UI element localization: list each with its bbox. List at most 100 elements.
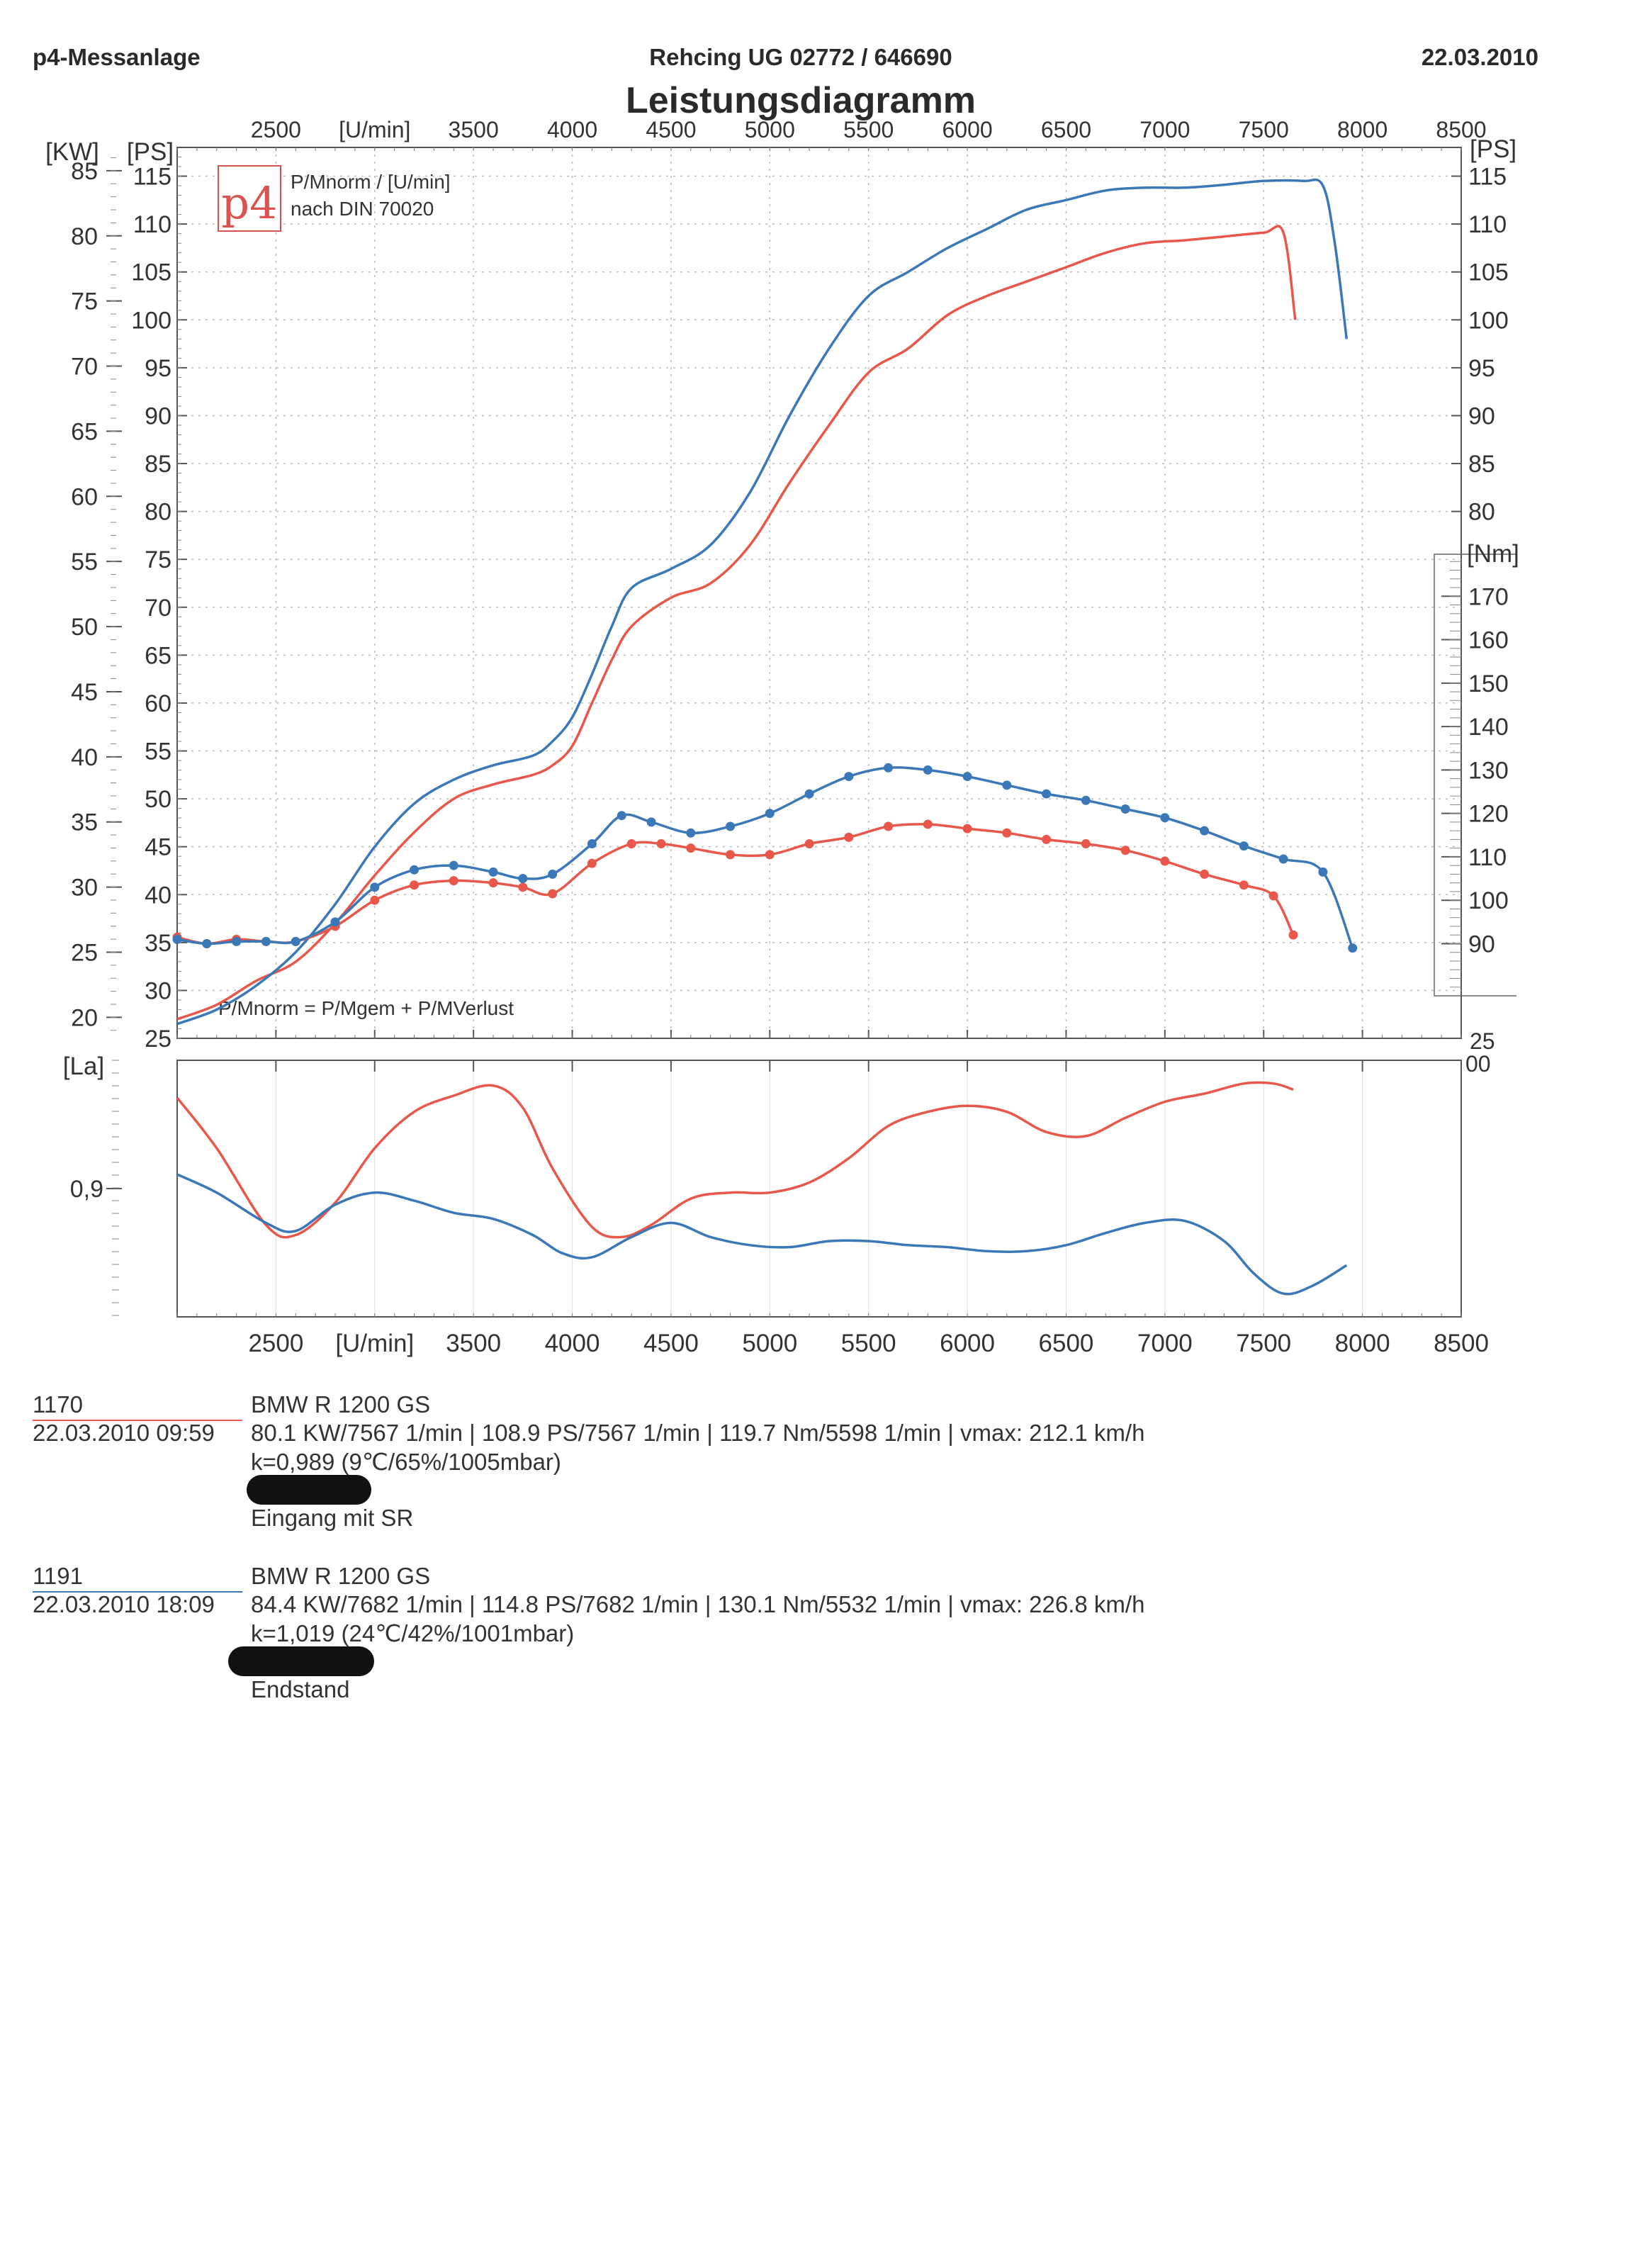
kw-tick-label: 20	[71, 1004, 98, 1031]
torque-data-point	[923, 819, 933, 829]
torque-tick-label: 120	[1468, 801, 1509, 828]
run-color-line	[33, 1591, 242, 1593]
torque-data-point	[804, 839, 814, 849]
kw-tick-label: 25	[71, 939, 98, 966]
ps-tick-label-left: 35	[145, 930, 171, 957]
torque-data-point	[518, 874, 528, 884]
ps-tick-label-left: 25	[145, 1026, 171, 1052]
torque-data-point	[1200, 869, 1210, 879]
redaction-mark	[247, 1475, 371, 1505]
kw-tick-label: 50	[71, 614, 98, 641]
ps-tick-label-left: 95	[145, 355, 171, 382]
ps-tick-label-left: 55	[145, 739, 171, 765]
torque-data-point	[1318, 867, 1328, 877]
ps-tick-label-right: 100	[1468, 307, 1509, 334]
run-note: Endstand	[251, 1676, 350, 1702]
x-tick-label-bottom: 4000	[545, 1330, 600, 1357]
torque-data-point	[1239, 841, 1249, 851]
torque-data-point	[765, 850, 775, 860]
torque-tick-label: 140	[1468, 714, 1509, 741]
torque-data-point	[449, 876, 458, 886]
x-tick-label-bottom: [U/min]	[335, 1330, 414, 1357]
ps-tick-label-left: 65	[145, 642, 171, 669]
run-values: 80.1 KW/7567 1/min | 108.9 PS/7567 1/min…	[251, 1420, 1145, 1446]
run-color-line	[33, 1420, 242, 1421]
torque-data-point	[370, 895, 380, 905]
measurement-system-label: p4-Messanlage	[33, 44, 201, 70]
torque-data-point	[587, 858, 597, 868]
x-tick-label-bottom: 6000	[940, 1330, 995, 1357]
kw-axis-label: [KW]	[45, 138, 99, 166]
torque-data-point	[884, 821, 894, 831]
torque-data-point	[232, 936, 242, 946]
torque-data-point	[1002, 780, 1012, 790]
x-tick-label-bottom: 7500	[1236, 1330, 1291, 1357]
ps-axis-label-left: [PS]	[127, 138, 174, 166]
customer-label: Rehcing UG 02772 / 646690	[649, 44, 952, 70]
torque-data-point	[587, 839, 597, 849]
torque-data-point	[1120, 846, 1130, 855]
torque-data-point	[410, 880, 420, 890]
torque-data-point	[686, 828, 696, 838]
torque-tick-label: 170	[1468, 583, 1509, 610]
torque-data-point	[548, 869, 558, 879]
kw-tick-label: 40	[71, 744, 98, 771]
torque-data-point	[844, 832, 854, 842]
x-tick-label-top: 5500	[843, 117, 894, 142]
power-curve-line	[176, 225, 1297, 1021]
x-tick-label-top: 7000	[1139, 117, 1190, 142]
ps-tick-label-right: 95	[1468, 355, 1495, 382]
ps-tick-label-left: 70	[145, 595, 171, 622]
torque-data-point	[370, 882, 380, 892]
redaction-mark	[228, 1646, 374, 1676]
torque-data-point	[172, 934, 182, 944]
x-tick-label-bottom: 5000	[742, 1330, 797, 1357]
x-tick-label-top: 7500	[1239, 117, 1289, 142]
torque-data-point	[1278, 854, 1288, 864]
run-correction: k=1,019 (24℃/42%/1001mbar)	[251, 1620, 575, 1646]
kw-tick-label: 65	[71, 418, 98, 445]
ps-tick-label-left: 45	[145, 834, 171, 861]
ps-tick-label-left: 90	[145, 403, 171, 430]
lambda-axis-label: [La]	[63, 1052, 104, 1080]
ps-tick-label-left: 105	[131, 259, 171, 286]
formula-label: P/Mnorm = P/Mgem + P/MVerlust	[218, 997, 514, 1019]
torque-data-point	[261, 936, 271, 946]
torque-data-point	[646, 817, 656, 827]
run-id: 1191	[33, 1563, 83, 1589]
torque-data-point	[1081, 795, 1091, 805]
run-id: 1170	[33, 1391, 83, 1418]
x-tick-label-bottom: 8500	[1434, 1330, 1489, 1357]
torque-curve-line	[176, 766, 1354, 949]
kw-tick-label: 45	[71, 679, 98, 706]
torque-data-point	[1042, 834, 1052, 844]
torque-data-point	[1002, 828, 1012, 838]
kw-tick-label: 30	[71, 875, 98, 902]
torque-data-point	[1268, 891, 1278, 901]
run-note: Eingang mit SR	[251, 1505, 414, 1531]
torque-data-point	[202, 938, 212, 948]
torque-data-point	[1160, 856, 1170, 866]
x-tick-label-top: [U/min]	[339, 117, 410, 142]
bottom-right-label: 00	[1465, 1051, 1491, 1077]
ps-tick-label-left: 110	[133, 211, 171, 238]
ps-tick-label-right: 105	[1468, 259, 1509, 286]
kw-tick-label: 80	[71, 223, 98, 250]
torque-data-point	[626, 839, 636, 849]
x-tick-label-bottom: 6500	[1039, 1330, 1094, 1357]
torque-data-point	[844, 772, 854, 782]
ps-tick-label-left: 50	[145, 786, 171, 813]
torque-data-point	[617, 811, 626, 821]
lambda-curve-line	[176, 1173, 1348, 1296]
kw-tick-label: 70	[71, 354, 98, 381]
ps-tick-label-left: 85	[145, 451, 171, 478]
legend-line-2: nach DIN 70020	[291, 198, 434, 220]
legend-line-1: P/Mnorm / [U/min]	[291, 171, 451, 193]
run-vehicle: BMW R 1200 GS	[251, 1563, 431, 1589]
torque-data-point	[548, 889, 558, 899]
ps-tick-label-left: 60	[145, 690, 171, 717]
bottom-right-label: 25	[1470, 1028, 1495, 1054]
torque-tick-label: 90	[1468, 931, 1495, 958]
x-tick-label-top: 4000	[547, 117, 597, 142]
x-tick-label-top: 5000	[745, 117, 795, 142]
